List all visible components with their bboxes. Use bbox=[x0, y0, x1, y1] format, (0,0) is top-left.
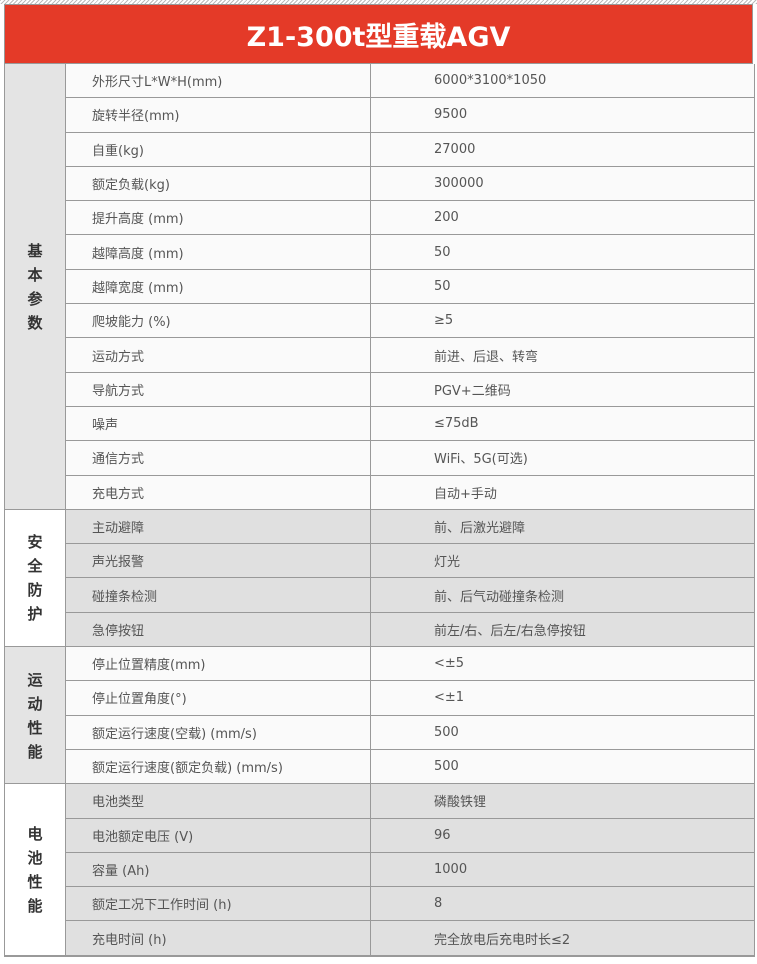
table-row: 导航方式 PGV+二维码 bbox=[66, 372, 754, 407]
param-name: 主动避障 bbox=[66, 509, 371, 544]
table-row: 电池类型 磷酸铁锂 bbox=[66, 784, 754, 819]
table-row: 旋转半径(mm) 9500 bbox=[66, 98, 754, 133]
spec-section: 运动性能 停止位置精度(mm) <±5 停止位置角度(°) <±1 额定运行速度(空载) … bbox=[5, 647, 754, 785]
param-name: 声光报警 bbox=[66, 544, 371, 578]
param-name: 越障宽度 (mm) bbox=[66, 269, 371, 304]
param-value: 500 bbox=[434, 759, 459, 775]
param-name: 容量 (Ah) bbox=[66, 852, 371, 887]
param-value: 完全放电后充电时长≤2 bbox=[434, 932, 571, 948]
param-name: 电池额定电压 (V) bbox=[66, 818, 371, 852]
spec-section: 基本参数 外形尺寸L*W*H(mm) 6000*3100*1050 旋转半径(mm) 9… bbox=[5, 64, 754, 510]
param-name: 停止位置精度(mm) bbox=[66, 647, 371, 681]
top-border bbox=[0, 0, 757, 4]
table-row: 充电时间 (h) 完全放电后充电时长≤2 bbox=[66, 921, 754, 956]
section-label-text: 电池性能 bbox=[27, 824, 43, 915]
page-title: Z1-300t型重载AGV bbox=[4, 4, 753, 64]
section-label-text: 安全防护 bbox=[27, 533, 43, 624]
param-name: 导航方式 bbox=[66, 372, 371, 406]
param-name: 旋转半径(mm) bbox=[66, 98, 371, 132]
table-row: 声光报警 灯光 bbox=[66, 544, 754, 579]
spec-section: 电池性能 电池类型 磷酸铁锂电池额定电压 (V) 96 容量 (Ah) 1000 额定工况下… bbox=[5, 784, 754, 957]
section-label: 电池性能 bbox=[5, 784, 65, 956]
param-name: 电池类型 bbox=[66, 784, 371, 818]
param-value: 前左/右、后左/右急停按钮 bbox=[434, 623, 586, 639]
table-row: 越障宽度 (mm) 50 bbox=[66, 269, 754, 305]
table-row: 急停按钮 前左/右、后左/右急停按钮 bbox=[66, 612, 754, 648]
param-name: 急停按钮 bbox=[66, 612, 371, 647]
table-row: 停止位置精度(mm) <±5 bbox=[66, 647, 754, 682]
param-value: 300000 bbox=[434, 176, 484, 192]
table-row: 停止位置角度(°) <±1 bbox=[66, 681, 754, 716]
table-row: 额定运行速度(空载) (mm/s) 500 bbox=[66, 715, 754, 750]
table-row: 爬坡能力 (%) ≥5 bbox=[66, 304, 754, 339]
param-value: <±1 bbox=[434, 690, 465, 706]
param-name: 自重(kg) bbox=[66, 132, 371, 166]
param-value: 50 bbox=[434, 244, 451, 260]
param-name: 碰撞条检测 bbox=[66, 578, 371, 612]
table-row: 电池额定电压 (V) 96 bbox=[66, 818, 754, 853]
table-row: 充电方式 自动+手动 bbox=[66, 475, 754, 510]
table-row: 外形尺寸L*W*H(mm) 6000*3100*1050 bbox=[66, 64, 754, 99]
param-value: WiFi、5G(可选) bbox=[434, 452, 528, 468]
param-name: 噪声 bbox=[66, 406, 371, 441]
section-label-text: 运动性能 bbox=[27, 670, 43, 761]
section-label: 基本参数 bbox=[5, 64, 65, 510]
table-row: 碰撞条检测 前、后气动碰撞条检测 bbox=[66, 578, 754, 613]
table-row: 额定工况下工作时间 (h) 8 bbox=[66, 887, 754, 922]
param-name: 充电方式 bbox=[66, 475, 371, 509]
param-value: 前、后气动碰撞条检测 bbox=[434, 589, 565, 605]
table-row: 容量 (Ah) 1000 bbox=[66, 852, 754, 888]
param-value: 磷酸铁锂 bbox=[434, 795, 487, 811]
param-name: 停止位置角度(°) bbox=[66, 681, 371, 715]
param-name: 额定负载(kg) bbox=[66, 166, 371, 201]
param-value: 27000 bbox=[434, 141, 476, 157]
param-name: 通信方式 bbox=[66, 441, 371, 475]
table-row: 额定运行速度(额定负载) (mm/s) 500 bbox=[66, 749, 754, 785]
section-label: 运动性能 bbox=[5, 647, 65, 785]
param-value: PGV+二维码 bbox=[434, 383, 511, 399]
table-row: 噪声 ≤75dB bbox=[66, 406, 754, 442]
param-value: 6000*3100*1050 bbox=[434, 73, 547, 89]
table-row: 额定负载(kg) 300000 bbox=[66, 166, 754, 202]
table-row: 提升高度 (mm) 200 bbox=[66, 201, 754, 236]
param-value: 200 bbox=[434, 210, 459, 226]
param-name: 提升高度 (mm) bbox=[66, 201, 371, 235]
table-row: 自重(kg) 27000 bbox=[66, 132, 754, 167]
param-value: ≤75dB bbox=[434, 416, 479, 432]
spec-section: 安全防护 主动避障 前、后激光避障声光报警 灯光碰撞条检测 前、后气动碰撞条检测急停按钮… bbox=[5, 509, 754, 648]
section-label-text: 基本参数 bbox=[27, 241, 43, 332]
param-value: 1000 bbox=[434, 861, 468, 877]
param-value: ≥5 bbox=[434, 313, 454, 329]
param-name: 额定运行速度(额定负载) (mm/s) bbox=[66, 749, 371, 784]
table-row: 主动避障 前、后激光避障 bbox=[66, 509, 754, 545]
param-value: 前、后激光避障 bbox=[434, 521, 526, 536]
param-value: 8 bbox=[434, 896, 443, 912]
param-value: 灯光 bbox=[434, 555, 461, 571]
spec-table: 基本参数 外形尺寸L*W*H(mm) 6000*3100*1050 旋转半径(mm) 9… bbox=[4, 64, 755, 957]
param-name: 额定运行速度(空载) (mm/s) bbox=[66, 715, 371, 749]
param-value: 500 bbox=[434, 724, 459, 740]
table-row: 越障高度 (mm) 50 bbox=[66, 235, 754, 270]
table-row: 通信方式 WiFi、5G(可选) bbox=[66, 441, 754, 476]
param-name: 运动方式 bbox=[66, 338, 371, 372]
param-value: 50 bbox=[434, 278, 451, 294]
param-value: 自动+手动 bbox=[434, 486, 497, 502]
section-label: 安全防护 bbox=[5, 509, 65, 648]
param-name: 爬坡能力 (%) bbox=[66, 304, 371, 338]
param-name: 越障高度 (mm) bbox=[66, 235, 371, 269]
param-value: 96 bbox=[434, 827, 451, 843]
param-value: <±5 bbox=[434, 656, 465, 672]
param-value: 9500 bbox=[434, 107, 468, 123]
param-name: 外形尺寸L*W*H(mm) bbox=[66, 64, 371, 98]
param-name: 额定工况下工作时间 (h) bbox=[66, 887, 371, 921]
table-row: 运动方式 前进、后退、转弯 bbox=[66, 338, 754, 373]
param-name: 充电时间 (h) bbox=[66, 921, 371, 955]
param-value: 前进、后退、转弯 bbox=[434, 349, 539, 365]
